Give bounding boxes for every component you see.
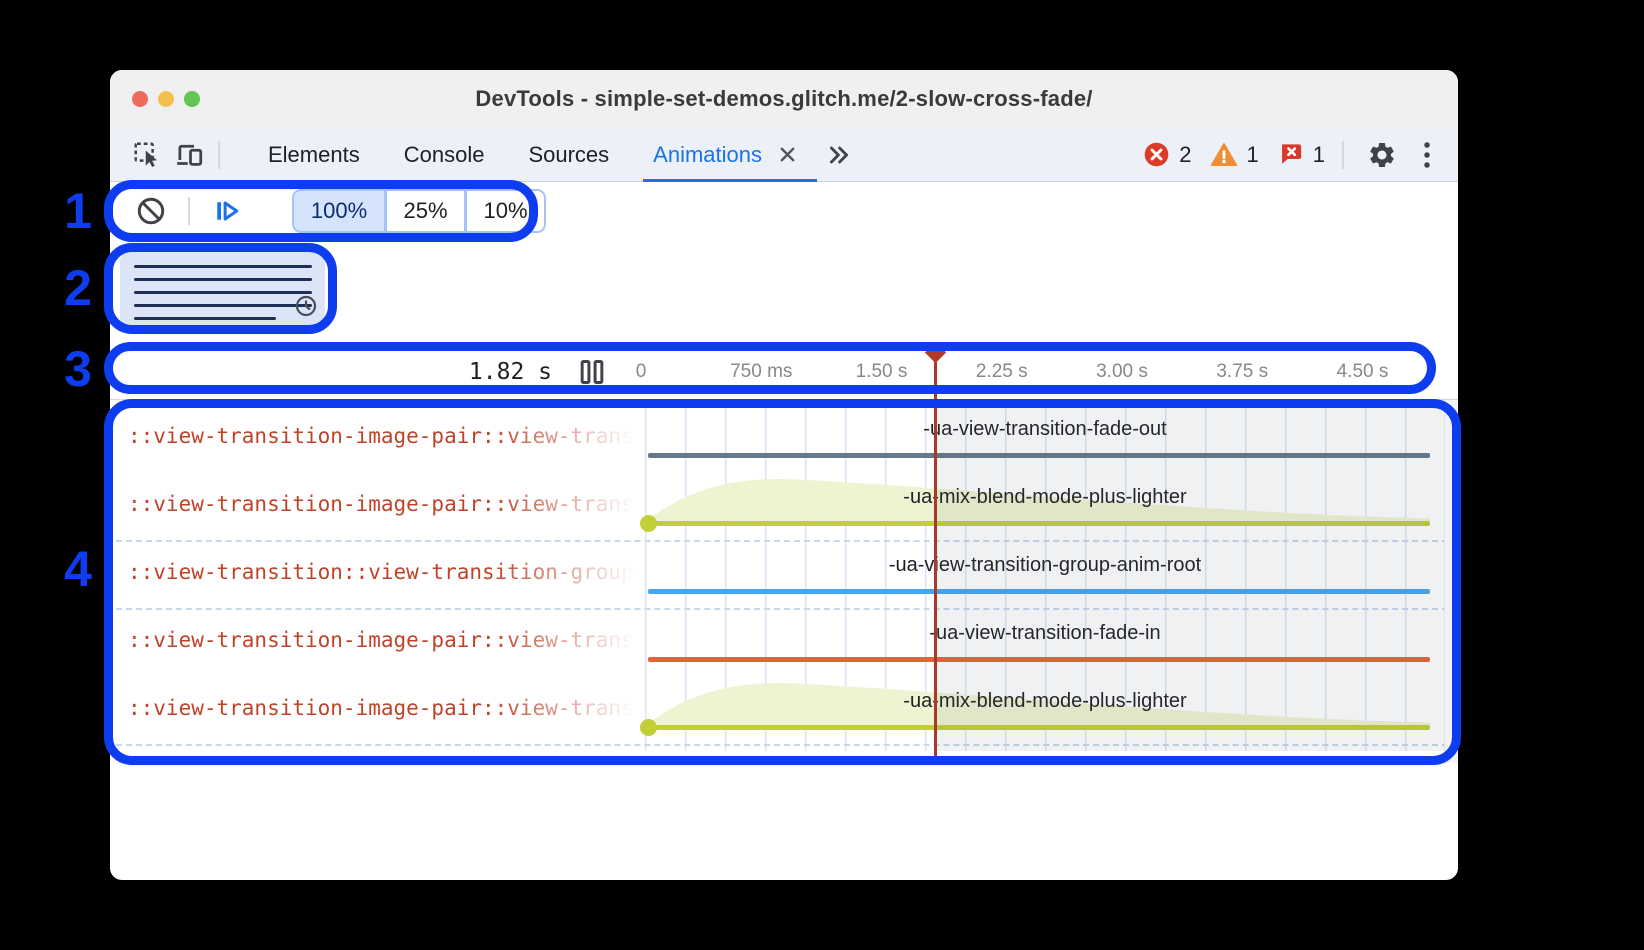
speed-button-10[interactable]: 10%: [466, 189, 546, 233]
timeline-tick: 750 ms: [730, 361, 793, 382]
tab-console[interactable]: Console: [382, 128, 507, 181]
current-time: 1.82 s: [468, 359, 552, 385]
window-title: DevTools - simple-set-demos.glitch.me/2-…: [475, 86, 1093, 111]
animation-name: -ua-view-transition-fade-in: [929, 622, 1161, 644]
animation-track-row[interactable]: ::view-transition-image-pair::view-trans…: [110, 677, 1458, 746]
animation-controls-row: 100% 25% 10%: [110, 182, 1458, 240]
tab-strip: Elements Console Sources Animations: [246, 128, 821, 182]
animation-bar[interactable]: [648, 725, 1430, 730]
animation-tracks-panel: ::view-transition-image-pair::view-trans…: [110, 400, 1458, 763]
clock-icon: [294, 294, 318, 323]
more-tabs-icon[interactable]: [825, 141, 853, 169]
easing-curve: [648, 476, 1430, 522]
timeline-tick: 4.50 s: [1336, 361, 1389, 382]
animation-name: -ua-view-transition-group-anim-root: [888, 554, 1202, 576]
clear-all-icon[interactable]: [130, 190, 172, 232]
console-errors-badge[interactable]: 2: [1143, 141, 1192, 168]
close-window-button[interactable]: [132, 91, 148, 107]
titlebar: DevTools - simple-set-demos.glitch.me/2-…: [110, 70, 1458, 128]
track-rows: ::view-transition-image-pair::view-trans…: [110, 405, 1458, 746]
tab-animations[interactable]: Animations: [631, 128, 821, 182]
error-icon: [1143, 141, 1170, 168]
animation-name: -ua-mix-blend-mode-plus-lighter: [903, 486, 1187, 508]
timeline-tick: 0: [635, 361, 647, 382]
console-warnings-badge[interactable]: 1: [1210, 141, 1259, 169]
preview-line: [134, 291, 312, 294]
tab-label: Sources: [528, 141, 610, 167]
animation-track-row[interactable]: ::view-transition::view-transition-group…: [110, 541, 1458, 610]
error-count: 2: [1179, 141, 1192, 167]
pause-icon[interactable]: [576, 357, 608, 392]
callout-number-1: 1: [64, 183, 92, 239]
easing-curve: [648, 680, 1430, 726]
playback-speed-group: 100% 25% 10%: [292, 189, 546, 233]
inspect-element-icon[interactable]: [126, 134, 168, 176]
toolbar-divider: [218, 140, 220, 169]
callout-number-4: 4: [64, 541, 92, 597]
kebab-menu-icon[interactable]: [1412, 134, 1442, 176]
node-selector: ::view-transition-image-pair::view-trans…: [128, 696, 645, 720]
toolbar-right-cluster: 2 1: [1134, 134, 1442, 176]
speed-button-100[interactable]: 100%: [292, 189, 386, 233]
animation-preview-row: [110, 240, 1458, 342]
node-selector: ::view-transition-image-pair::view-trans…: [128, 628, 645, 652]
devtools-toolbar: Elements Console Sources Animations 2: [110, 128, 1458, 182]
preview-line: [134, 265, 312, 268]
toolbar-divider: [1342, 140, 1344, 169]
maximize-window-button[interactable]: [184, 91, 200, 107]
animation-name: -ua-mix-blend-mode-plus-lighter: [903, 690, 1187, 712]
callout-number-3: 3: [64, 341, 92, 397]
tab-label: Console: [403, 141, 485, 167]
close-tab-icon[interactable]: [776, 143, 799, 166]
traffic-lights: [132, 91, 200, 107]
speed-button-25[interactable]: 25%: [386, 189, 466, 233]
controls-divider: [188, 197, 190, 225]
keyframe-dot[interactable]: [640, 515, 657, 532]
animation-bar[interactable]: [648, 521, 1430, 526]
animation-bar[interactable]: [648, 453, 1430, 458]
node-selector: ::view-transition::view-transition-group: [128, 560, 634, 584]
warning-icon: [1210, 141, 1238, 169]
preview-line: [134, 278, 312, 281]
node-selector: ::view-transition-image-pair::view-trans…: [128, 492, 645, 516]
animation-track-row[interactable]: ::view-transition-image-pair::view-trans…: [110, 405, 1458, 473]
future-time-shade: [935, 400, 1445, 751]
timeline-tick: 3.00 s: [1096, 361, 1148, 382]
animation-bar[interactable]: [648, 589, 1430, 594]
minimize-window-button[interactable]: [158, 91, 174, 107]
callout-number-2: 2: [64, 260, 92, 316]
settings-gear-icon[interactable]: [1361, 134, 1403, 176]
node-selector: ::view-transition-image-pair::view-trans…: [128, 424, 645, 448]
animation-track-row[interactable]: ::view-transition-image-pair::view-trans…: [110, 473, 1458, 542]
animation-preview-thumbnail[interactable]: [120, 252, 325, 328]
issues-count: 1: [1312, 141, 1325, 167]
preview-line: [134, 317, 276, 320]
replay-icon[interactable]: [206, 190, 248, 232]
timeline-header[interactable]: 1.82 s 0 750 ms 1.50 s 2.25 s 3.00 s 3.75 s 4.…: [110, 342, 1458, 400]
scrollbar-gutter[interactable]: [1444, 400, 1458, 763]
timeline-tick: 3.75 s: [1216, 361, 1269, 382]
tab-label: Elements: [268, 141, 360, 167]
playhead-line[interactable]: [934, 362, 937, 763]
issues-badge[interactable]: 1: [1277, 141, 1325, 168]
warning-count: 1: [1246, 141, 1259, 167]
animation-track-row[interactable]: ::view-transition-image-pair::view-trans…: [110, 609, 1458, 677]
animation-bar[interactable]: [648, 657, 1430, 662]
tab-sources[interactable]: Sources: [506, 128, 631, 181]
timeline-tick: 1.50 s: [855, 361, 908, 382]
issues-icon: [1277, 141, 1304, 168]
tab-elements[interactable]: Elements: [246, 128, 382, 181]
animation-name: -ua-view-transition-fade-out: [923, 418, 1167, 440]
preview-line: [134, 304, 312, 307]
keyframe-dot[interactable]: [640, 719, 657, 736]
timeline-tick: 2.25 s: [975, 361, 1028, 382]
tab-label: Animations: [653, 141, 762, 167]
device-toolbar-icon[interactable]: [168, 134, 210, 176]
devtools-window: DevTools - simple-set-demos.glitch.me/2-…: [110, 70, 1458, 880]
